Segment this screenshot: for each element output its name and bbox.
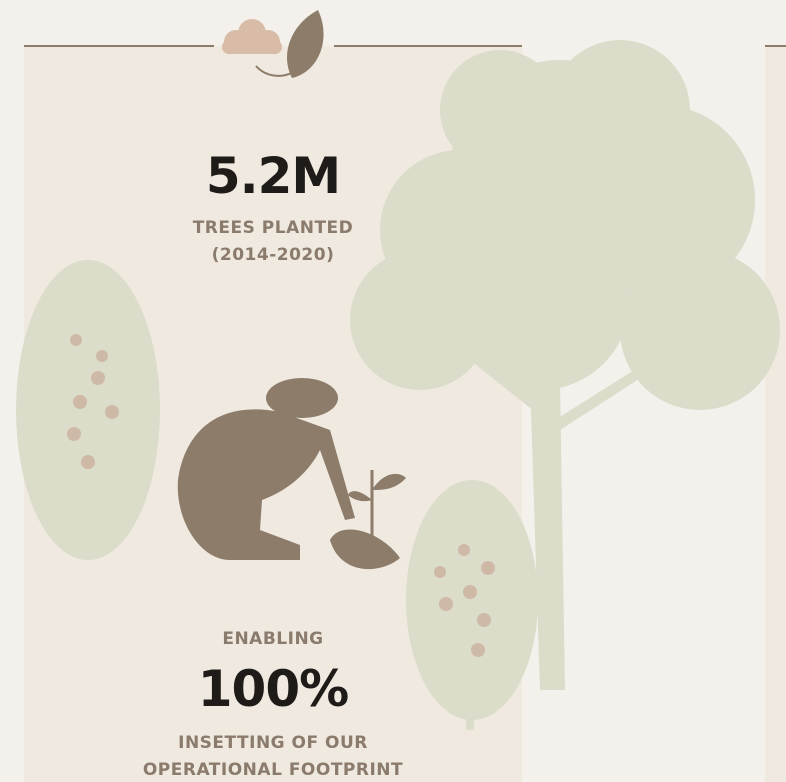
stat-label: INSETTING OF OUR [178,733,368,753]
stat-label: (2014-2020) [212,245,335,265]
stat-label: OPERATIONAL FOOTPRINT [143,760,403,780]
stat-value: 100% [198,660,348,718]
panel-edge [765,46,786,782]
stat-value: 5.2M [206,147,340,205]
infographic: 5.2M TREES PLANTED (2014-2020) ENABLING … [0,0,786,782]
stat-prefix: ENABLING [222,629,323,649]
stat-label: TREES PLANTED [193,218,354,238]
coffee-bush-left [16,260,160,560]
